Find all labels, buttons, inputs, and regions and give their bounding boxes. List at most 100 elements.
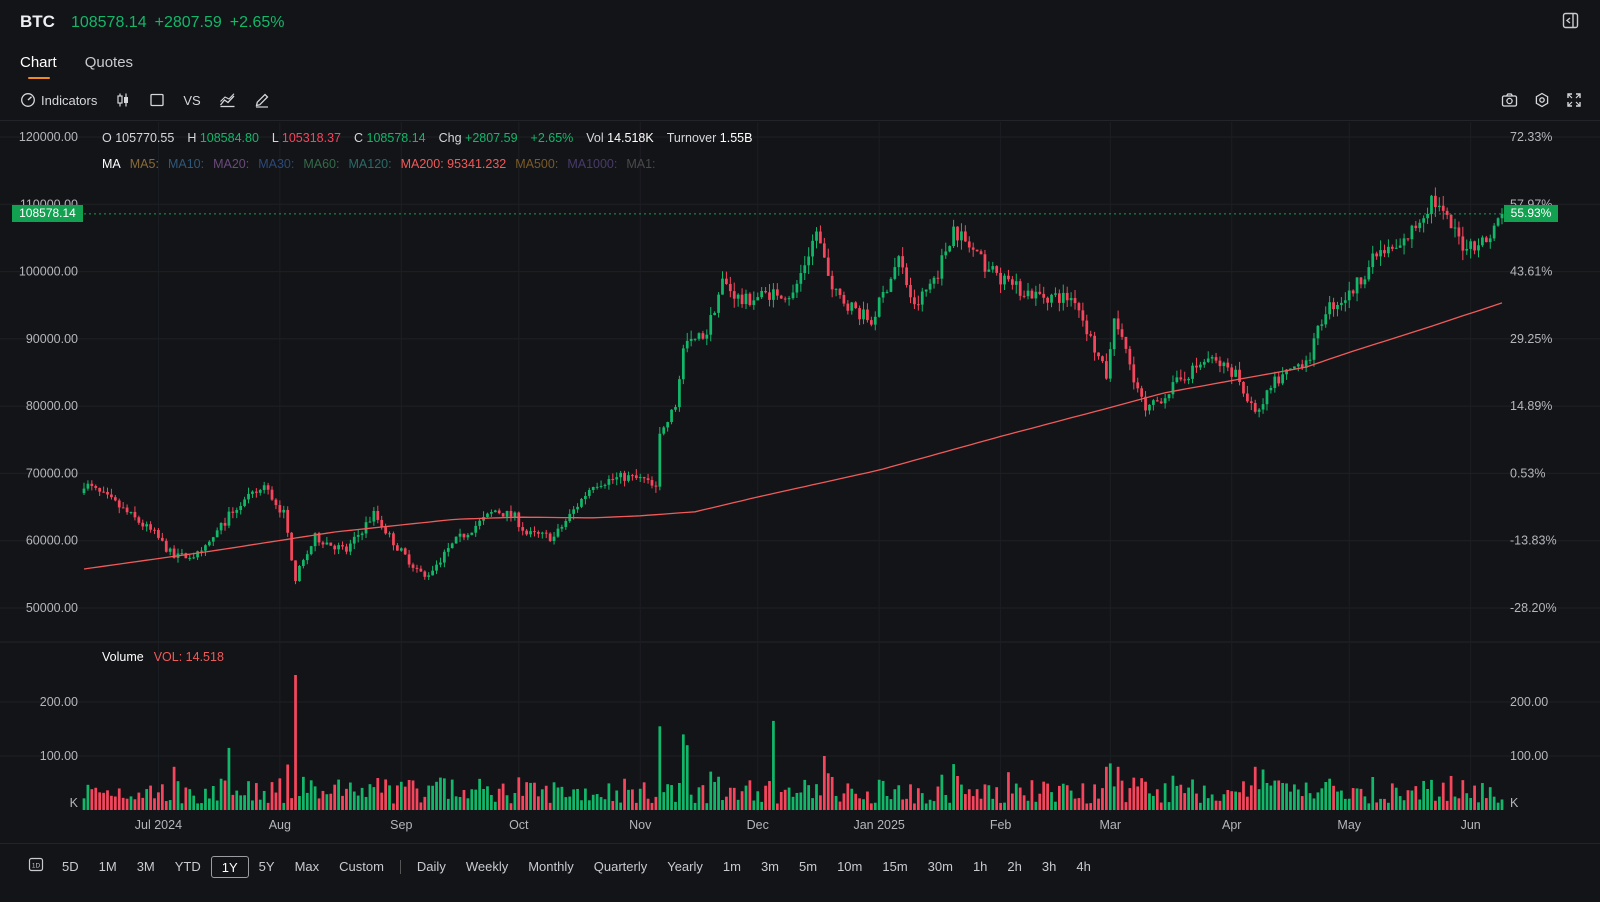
period-15m-button[interactable]: 15m: [882, 859, 908, 874]
period-yearly-button[interactable]: Yearly: [667, 859, 703, 874]
candle-body: [411, 564, 415, 568]
candle-body: [838, 288, 842, 295]
range-custom-button[interactable]: Custom: [339, 859, 384, 874]
camera-icon[interactable]: [1501, 92, 1518, 113]
tab-chart[interactable]: Chart: [20, 54, 57, 81]
pct-tick-label: -13.83%: [1510, 534, 1557, 548]
layout-button[interactable]: [149, 92, 165, 108]
volume-bar: [1402, 800, 1406, 810]
ma-legend-item[interactable]: MA10:: [167, 157, 205, 171]
range-5d-button[interactable]: 5D: [62, 859, 79, 874]
candle-body: [685, 340, 689, 349]
period-quarterly-button[interactable]: Quarterly: [593, 859, 648, 874]
candle-body: [1120, 329, 1124, 337]
range-3m-button[interactable]: 3M: [136, 859, 155, 874]
candle-body: [1077, 303, 1081, 311]
tab-quotes[interactable]: Quotes: [84, 54, 134, 71]
period-3h-button[interactable]: 3h: [1041, 859, 1057, 874]
calendar-icon[interactable]: 1D: [20, 856, 52, 878]
area-chart-icon: [219, 93, 235, 108]
volume-bar: [1101, 788, 1104, 810]
ma-legend[interactable]: MA MA5: MA10: MA20: MA30: MA60: MA120: MA200: …: [102, 157, 656, 171]
volume-bar: [1261, 769, 1265, 810]
ma-legend-item[interactable]: MA500:: [515, 157, 559, 171]
candle-body: [1469, 241, 1473, 249]
range-5y-button[interactable]: 5Y: [258, 859, 275, 874]
volume-bar: [129, 796, 133, 810]
collapse-panel-icon[interactable]: [1562, 12, 1580, 30]
drawing-tools-button[interactable]: [254, 92, 270, 108]
volume-bar: [1273, 780, 1277, 810]
period-monthly-button[interactable]: Monthly: [528, 859, 574, 874]
candle-body: [1069, 298, 1073, 301]
candle-body: [830, 275, 834, 290]
volume-bar: [1210, 794, 1214, 810]
volume-bar: [736, 799, 740, 810]
ma-legend-item[interactable]: MA60:: [303, 157, 340, 171]
volume-bar: [196, 803, 199, 810]
period-30m-button[interactable]: 30m: [927, 859, 953, 874]
candle-body: [905, 267, 908, 286]
volume-bar: [646, 798, 650, 810]
volume-bar: [1422, 780, 1426, 810]
ma-legend-item[interactable]: MA1000:: [567, 157, 618, 171]
ma-legend-item[interactable]: MA1:: [626, 157, 656, 171]
volume-bar: [360, 787, 364, 810]
period-4h-button[interactable]: 4h: [1076, 859, 1091, 874]
period-2h-button[interactable]: 2h: [1007, 859, 1022, 874]
candle-body: [948, 246, 952, 252]
candle-body: [1457, 227, 1461, 237]
candle-type-button[interactable]: [115, 92, 131, 108]
volume-bar: [90, 789, 94, 810]
volume-bar: [1148, 793, 1151, 810]
candle-body: [525, 530, 529, 535]
volume-bar: [1379, 798, 1382, 810]
fullscreen-icon[interactable]: [1566, 92, 1582, 113]
volume-bar: [924, 803, 928, 810]
period-1h-button[interactable]: 1h: [972, 859, 988, 874]
period-weekly-button[interactable]: Weekly: [465, 859, 509, 874]
chart-style-button[interactable]: [219, 92, 236, 108]
candle-body: [1289, 368, 1292, 370]
volume-bar: [1312, 798, 1316, 810]
candle-body: [1355, 277, 1359, 294]
candle-body: [435, 564, 438, 571]
volume-bar: [321, 790, 325, 810]
volume-bar: [443, 778, 446, 810]
candle-body: [1249, 401, 1253, 403]
candle-body: [1105, 361, 1108, 379]
range-max-button[interactable]: Max: [294, 859, 320, 874]
volume-bar: [783, 789, 787, 810]
period-daily-button[interactable]: Daily: [416, 859, 446, 874]
volume-bar: [490, 795, 493, 810]
period-10m-button[interactable]: 10m: [837, 859, 863, 874]
candle-body: [325, 542, 329, 545]
volume-bar: [717, 776, 720, 810]
ma-legend-item[interactable]: MA120:: [348, 157, 392, 171]
candle-body: [850, 302, 854, 311]
candle-body: [368, 521, 372, 523]
ma-legend-item[interactable]: MA20:: [213, 157, 250, 171]
range-1y-button[interactable]: 1Y: [210, 856, 249, 878]
compare-button[interactable]: VS: [183, 92, 201, 108]
volume-bar: [944, 795, 948, 810]
candle-body: [822, 243, 826, 258]
ma-legend-item[interactable]: MA30:: [258, 157, 295, 171]
candle-body: [1214, 357, 1218, 361]
volume-bar: [830, 776, 834, 810]
candle-body: [842, 294, 846, 304]
ma-legend-item[interactable]: MA5:: [129, 157, 159, 171]
range-ytd-button[interactable]: YTD: [174, 859, 201, 874]
settings-gear-icon[interactable]: [1534, 92, 1550, 113]
period-3m-button[interactable]: 3m: [760, 859, 779, 874]
candle-body: [1018, 281, 1022, 296]
volume-bar: [1155, 789, 1159, 810]
ma-legend-item[interactable]: MA200: 95341.232: [400, 157, 507, 171]
period-1m-button[interactable]: 1m: [722, 859, 741, 874]
range-1m-button[interactable]: 1M: [98, 859, 117, 874]
volume-bar: [251, 800, 254, 810]
indicators-button[interactable]: Indicators: [20, 92, 97, 108]
volume-bar: [1324, 781, 1328, 810]
period-5m-button[interactable]: 5m: [799, 859, 818, 874]
